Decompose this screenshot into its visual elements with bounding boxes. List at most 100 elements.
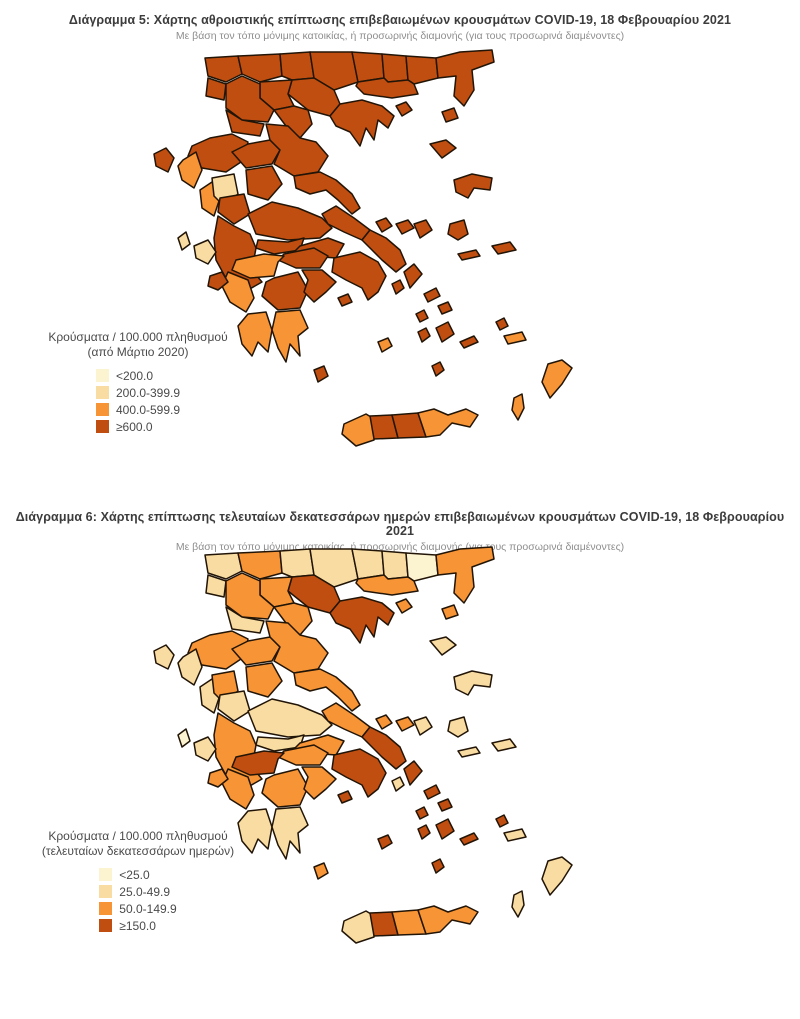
region-aegina (337, 790, 353, 804)
map6-legend: Κρούσματα / 100.000 πληθυσμού (τελευταίω… (10, 829, 266, 937)
legend-item: 50.0-149.9 (99, 900, 177, 917)
region-kilkis (279, 548, 315, 578)
region-kea (391, 776, 405, 792)
legend-item: <25.0 (99, 866, 176, 883)
section-diagram-6: Διάγραμμα 6: Χάρτης επίπτωσης τελευταίων… (0, 497, 800, 1019)
greece-choropleth-cumulative (153, 49, 573, 447)
region-kythira (313, 862, 329, 880)
region-kefalonia (193, 239, 217, 265)
region-karpathos (511, 890, 525, 918)
region-evrytania (217, 193, 251, 225)
section-diagram-5: Διάγραμμα 5: Χάρτης αθροιστικής επίπτωση… (0, 0, 800, 497)
region-lesvos (453, 173, 493, 199)
region-kythira (313, 365, 329, 383)
region-chios (447, 716, 469, 738)
region-ikaria (457, 249, 481, 261)
legend-item: ≥600.0 (95, 418, 180, 435)
region-karpathos (511, 393, 525, 421)
region-amorgos (459, 832, 479, 846)
region-attica (331, 251, 387, 301)
region-thasos (395, 598, 413, 614)
region-chalkidiki (329, 596, 395, 644)
region-milos (377, 834, 393, 850)
region-serres (309, 548, 359, 588)
region-arcadia (261, 271, 309, 311)
region-evia_south (361, 726, 407, 770)
region-naxos (435, 321, 455, 343)
region-evros (435, 546, 495, 604)
region-messinia (237, 808, 273, 854)
legend-item: 200.0-399.9 (95, 384, 181, 401)
region-argolida (301, 766, 337, 800)
region-evia_north (321, 702, 371, 738)
region-sporades_a (375, 217, 393, 233)
region-rhodopi (405, 55, 439, 85)
region-grevena (225, 606, 265, 634)
region-samothraki (441, 604, 459, 620)
region-andros (403, 760, 423, 786)
map6-legend-title-line1: Κρούσματα / 100.000 πληθυσμού (48, 829, 228, 843)
region-karditsa (245, 165, 283, 201)
region-thesprotia (177, 151, 203, 189)
region-kalymnos (495, 317, 509, 331)
region-thasos (395, 101, 413, 117)
region-serres (309, 51, 359, 91)
region-magnisia (293, 668, 361, 712)
legend-swatch-cat2 (95, 386, 109, 399)
legend-swatch-cat3 (95, 403, 109, 416)
region-evrytania (217, 690, 251, 722)
region-paros (417, 327, 431, 343)
region-kilkis (279, 51, 315, 81)
region-kefalonia (193, 736, 217, 762)
legend-label: 50.0-149.9 (119, 901, 177, 916)
legend-swatch-cat3 (99, 902, 113, 915)
region-lefkada (177, 231, 191, 251)
map6-legend-title: Κρούσματα / 100.000 πληθυσμού (τελευταίω… (10, 829, 266, 859)
region-syros (415, 309, 429, 323)
region-evros (435, 49, 495, 107)
region-rhodes (541, 359, 573, 399)
legend-swatch-cat1 (99, 868, 113, 881)
legend-swatch-cat4 (99, 919, 113, 932)
region-sporades_b (395, 219, 415, 235)
map6-legend-items: <25.0 25.0-49.9 50.0-149.9 ≥150.0 (99, 866, 177, 934)
region-kastoria (205, 574, 227, 598)
region-lasithi (417, 905, 479, 935)
region-limnos (429, 139, 457, 159)
region-fthiotida (247, 698, 333, 738)
region-achaia (231, 253, 285, 279)
region-kalymnos (495, 814, 509, 828)
legend-label: 25.0-49.9 (119, 884, 171, 899)
region-zakynthos (207, 271, 229, 291)
legend-item: 25.0-49.9 (99, 883, 176, 900)
region-sporades_b (395, 716, 415, 732)
region-corfu (153, 644, 175, 670)
legend-label: ≥150.0 (119, 918, 156, 933)
region-chalkidiki (329, 99, 395, 147)
region-zakynthos (207, 768, 229, 788)
region-drama (351, 51, 385, 83)
region-milos (377, 337, 393, 353)
region-tinos (423, 784, 441, 800)
region-chania (341, 910, 377, 944)
region-skyros (413, 219, 433, 239)
region-skyros (413, 716, 433, 736)
region-karditsa (245, 662, 283, 698)
region-kastoria (205, 77, 227, 101)
region-fthiotida (247, 201, 333, 241)
region-corfu (153, 147, 175, 173)
region-lefkada (177, 728, 191, 748)
region-pella (237, 550, 283, 580)
region-florina (204, 55, 243, 83)
region-tinos (423, 287, 441, 303)
region-samos (491, 241, 517, 255)
region-xanthi (381, 53, 409, 83)
region-kozani (225, 572, 275, 620)
legend-label: 200.0-399.9 (115, 385, 181, 400)
legend-swatch-cat4 (95, 420, 109, 433)
region-kos (503, 331, 527, 345)
legend-item: <200.0 (95, 367, 180, 384)
region-kavala (355, 77, 419, 99)
region-aegina (337, 293, 353, 307)
region-chios (447, 219, 469, 241)
